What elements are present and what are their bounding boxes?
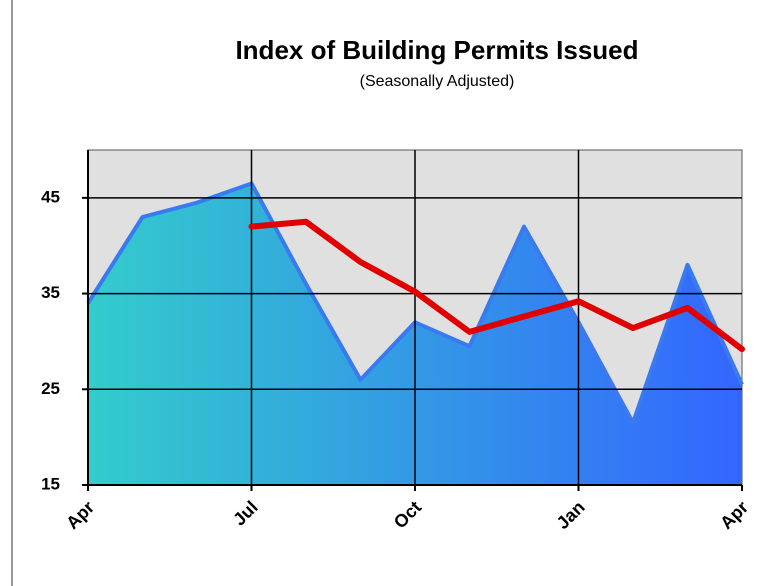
x-tick-label: Apr [716, 497, 752, 533]
x-tick-label: Oct [390, 497, 425, 532]
chart-title: Index of Building Permits Issued [235, 35, 638, 65]
x-tick-label: Jan [553, 497, 589, 533]
chart-subtitle: (Seasonally Adjusted) [360, 73, 515, 90]
x-tick-label: Apr [62, 497, 98, 533]
x-tick-label: Jul [229, 497, 262, 530]
y-tick-label: 45 [41, 187, 60, 206]
y-tick-label: 15 [41, 474, 60, 493]
line-series [248, 218, 745, 353]
y-tick-label: 25 [41, 379, 60, 398]
y-tick-label: 35 [41, 283, 60, 302]
